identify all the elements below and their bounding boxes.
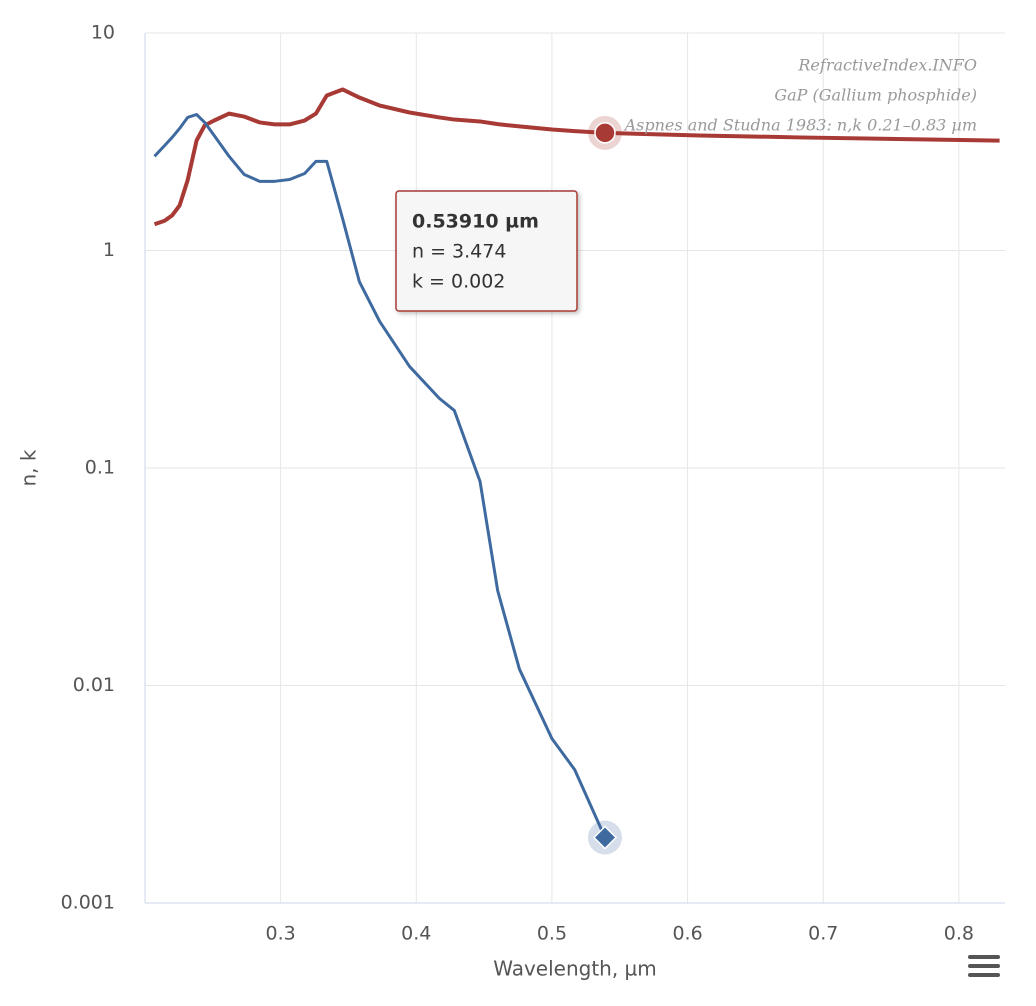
- x-tick-label: 0.6: [672, 923, 702, 945]
- y-tick-label: 0.001: [61, 892, 115, 914]
- series-line: [153, 87, 1000, 227]
- tooltip-line: n = 3.474: [412, 241, 506, 263]
- tooltip-line: k = 0.002: [412, 271, 505, 293]
- x-tick-label: 0.7: [808, 923, 838, 945]
- y-tick-label: 0.1: [85, 457, 115, 479]
- x-axis-title: Wavelength, µm: [493, 957, 657, 981]
- tooltip-title: 0.53910 µm: [412, 211, 539, 233]
- y-tick-label: 1: [103, 239, 115, 261]
- grid: [145, 32, 1005, 904]
- series-line: [153, 112, 607, 839]
- y-axis-title: n, k: [17, 449, 41, 486]
- y-tick-label: 0.01: [73, 674, 115, 696]
- y-tick-label: 10: [91, 22, 115, 44]
- series-group: [153, 87, 1000, 839]
- x-tick-label: 0.5: [537, 923, 567, 945]
- tooltip: 0.53910 µm n = 3.474 k = 0.002: [395, 190, 578, 312]
- menu-button[interactable]: [966, 952, 1002, 980]
- hover-markers: [587, 115, 622, 855]
- annotation: GaP (Gallium phosphide): [774, 86, 977, 105]
- menu-bar: [968, 955, 1000, 959]
- hover-marker: [594, 122, 616, 144]
- tooltip-box: [395, 190, 578, 312]
- menu-bar: [968, 964, 1000, 968]
- annotation: RefractiveIndex.INFO: [797, 56, 977, 75]
- x-tick-label: 0.8: [944, 923, 974, 945]
- menu-bar: [968, 973, 1000, 977]
- x-tick-label: 0.3: [266, 923, 296, 945]
- x-tick-label: 0.4: [401, 923, 431, 945]
- hover-marker: [592, 825, 618, 850]
- annotation: Aspnes and Studna 1983: n,k 0.21–0.83 µm: [623, 116, 977, 135]
